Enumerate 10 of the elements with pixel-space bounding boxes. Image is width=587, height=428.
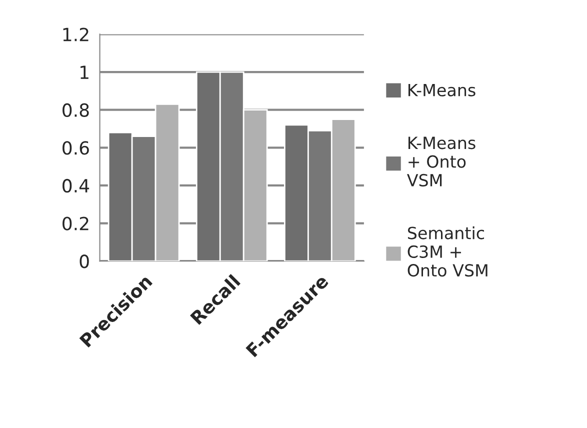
y-tick-label: 1 bbox=[80, 66, 88, 79]
legend-label: K-Means + Onto VSM bbox=[406, 136, 476, 187]
legend-label: K-Means bbox=[408, 84, 476, 96]
y-tick-label: 0.6 bbox=[62, 141, 89, 155]
legend-label: Semantic C3M + Onto VSM bbox=[408, 226, 488, 277]
y-tick-label: 0.8 bbox=[62, 103, 89, 117]
y-tick-label: 0 bbox=[80, 254, 89, 268]
y-tick-label: 1.2 bbox=[63, 28, 88, 42]
y-tick-label: 0.2 bbox=[62, 216, 88, 230]
y-tick-label: 0.4 bbox=[62, 178, 90, 193]
